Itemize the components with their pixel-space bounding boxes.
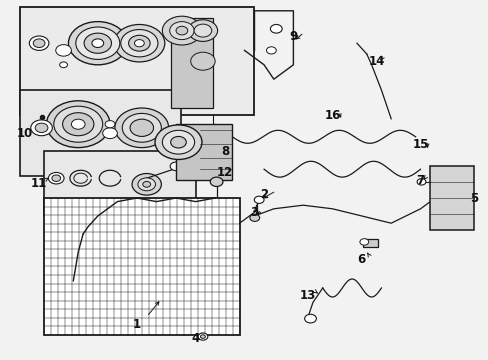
Circle shape <box>54 106 102 142</box>
Text: 10: 10 <box>16 127 33 140</box>
Circle shape <box>194 24 211 37</box>
Circle shape <box>29 36 49 50</box>
Text: 4: 4 <box>191 332 199 345</box>
Circle shape <box>62 113 94 136</box>
Bar <box>171 18 212 108</box>
Circle shape <box>60 62 67 68</box>
Circle shape <box>48 172 64 184</box>
Circle shape <box>68 22 127 65</box>
Circle shape <box>92 39 103 48</box>
Circle shape <box>170 162 182 171</box>
Circle shape <box>35 123 48 132</box>
Circle shape <box>198 333 207 340</box>
Circle shape <box>52 175 61 181</box>
Text: 7: 7 <box>416 174 424 186</box>
Circle shape <box>254 196 264 203</box>
Circle shape <box>71 119 85 129</box>
Text: 9: 9 <box>289 30 297 42</box>
Circle shape <box>169 22 194 40</box>
Text: 15: 15 <box>411 138 428 150</box>
Circle shape <box>170 136 186 148</box>
Text: 3: 3 <box>250 206 258 219</box>
Circle shape <box>162 16 201 45</box>
Circle shape <box>162 130 194 154</box>
Circle shape <box>249 214 259 221</box>
Bar <box>176 124 232 180</box>
Circle shape <box>134 40 144 47</box>
Circle shape <box>122 113 161 142</box>
Circle shape <box>121 30 158 57</box>
Circle shape <box>304 314 316 323</box>
Text: 2: 2 <box>260 188 267 201</box>
Bar <box>44 151 195 216</box>
Circle shape <box>105 121 115 128</box>
Circle shape <box>155 125 202 159</box>
Text: 11: 11 <box>31 177 47 190</box>
Text: 8: 8 <box>221 145 228 158</box>
Text: 14: 14 <box>367 55 384 68</box>
Circle shape <box>190 52 215 70</box>
Circle shape <box>266 47 276 54</box>
Circle shape <box>416 179 425 185</box>
Text: 1: 1 <box>133 318 141 330</box>
Circle shape <box>115 108 168 148</box>
Text: 16: 16 <box>324 109 340 122</box>
Bar <box>429 166 473 230</box>
Bar <box>362 239 377 247</box>
Circle shape <box>102 128 117 139</box>
Text: 6: 6 <box>357 253 365 266</box>
Circle shape <box>56 45 71 56</box>
Circle shape <box>31 120 52 136</box>
Circle shape <box>130 119 153 136</box>
Text: 12: 12 <box>216 166 233 179</box>
Text: 13: 13 <box>299 289 316 302</box>
Circle shape <box>84 33 111 53</box>
Circle shape <box>114 24 164 62</box>
Circle shape <box>188 20 217 41</box>
Bar <box>20 7 254 115</box>
Bar <box>44 198 239 335</box>
Bar <box>20 90 181 176</box>
Circle shape <box>210 177 223 186</box>
Circle shape <box>270 24 282 33</box>
Circle shape <box>200 335 205 338</box>
Circle shape <box>132 174 161 195</box>
Circle shape <box>128 35 150 51</box>
Circle shape <box>76 27 120 59</box>
Circle shape <box>176 26 187 35</box>
Circle shape <box>46 101 110 148</box>
Circle shape <box>359 239 368 245</box>
Circle shape <box>142 181 150 187</box>
Circle shape <box>138 178 155 191</box>
Circle shape <box>33 39 45 48</box>
Text: 5: 5 <box>469 192 477 204</box>
